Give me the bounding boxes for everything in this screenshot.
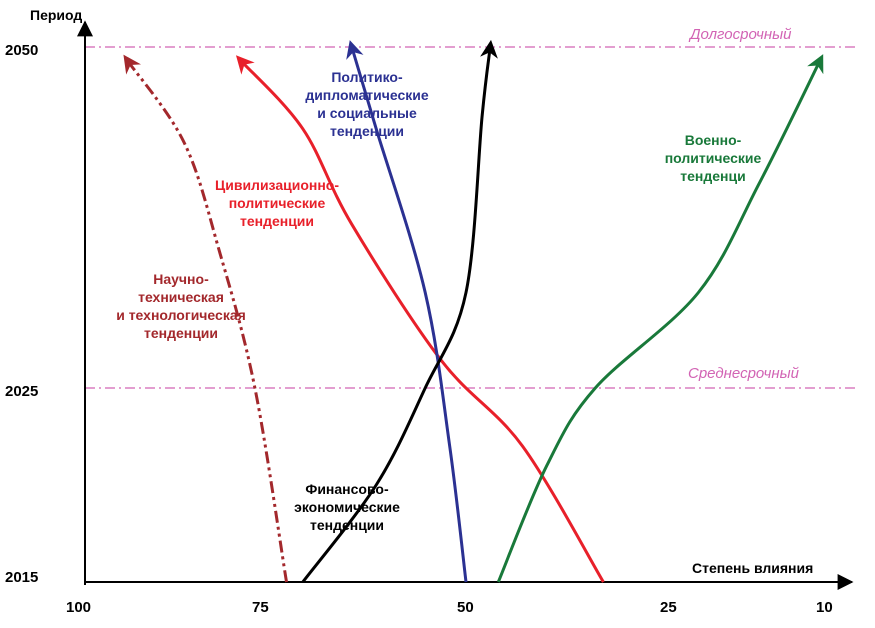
y-axis-title: Период — [30, 7, 82, 23]
series-label: Военно-политические тенденци — [665, 132, 762, 184]
tick-labels: 2050 2025 2015 100 75 50 25 10 — [5, 42, 833, 616]
series-label-line: и технологическая — [116, 307, 246, 323]
y-tick-label: 2050 — [5, 42, 38, 59]
series-labels: Научно-техническая и технологическая тенде… — [116, 69, 761, 533]
series-label: Цивилизационно-политические тенденции — [215, 177, 339, 229]
series-line — [235, 55, 605, 583]
series-label-line: Финансово- — [305, 481, 389, 497]
axes: Период Степень влияния — [30, 7, 854, 590]
x-axis-title: Степень влияния — [692, 560, 813, 576]
series-label-line: тенденции — [144, 325, 218, 341]
series-label-line: тенденции — [240, 213, 314, 229]
x-tick-label: 25 — [660, 599, 677, 616]
x-tick-label: 100 — [66, 599, 91, 616]
series-line — [496, 54, 824, 583]
reference-lines: Долгосрочный Среднесрочный — [85, 26, 858, 389]
series-label-line: и социальные — [317, 105, 417, 121]
reference-line-label: Среднесрочный — [688, 365, 800, 382]
x-tick-label: 75 — [252, 599, 269, 616]
series-label-line: Политико- — [331, 69, 403, 85]
x-tick-label: 50 — [457, 599, 474, 616]
series-label-line: тенденци — [680, 168, 745, 184]
series-label-line: тенденции — [310, 517, 384, 533]
reference-line-label: Долгосрочный — [688, 26, 792, 43]
series-line — [301, 39, 498, 583]
series-label-line: экономические — [294, 499, 400, 515]
x-tick-label: 10 — [816, 599, 833, 616]
series-label: Финансово-экономические тенденции — [294, 481, 400, 533]
series — [123, 39, 824, 583]
series-label-line: политические — [229, 195, 326, 211]
y-tick-label: 2025 — [5, 383, 38, 400]
series-label-line: Военно- — [685, 132, 742, 148]
series-label-line: Цивилизационно- — [215, 177, 339, 193]
series-label: Научно-техническая и технологическая тенде… — [116, 271, 246, 341]
series-label-line: Научно- — [153, 271, 209, 287]
series-label-line: техническая — [138, 289, 224, 305]
series-label: Политико-дипломатические и социальные тенд… — [305, 69, 429, 139]
series-label-line: тенденции — [330, 123, 404, 139]
y-tick-label: 2015 — [5, 569, 38, 586]
series-line — [346, 40, 468, 583]
series-label-line: политические — [665, 150, 762, 166]
series-label-line: дипломатические — [305, 87, 429, 103]
